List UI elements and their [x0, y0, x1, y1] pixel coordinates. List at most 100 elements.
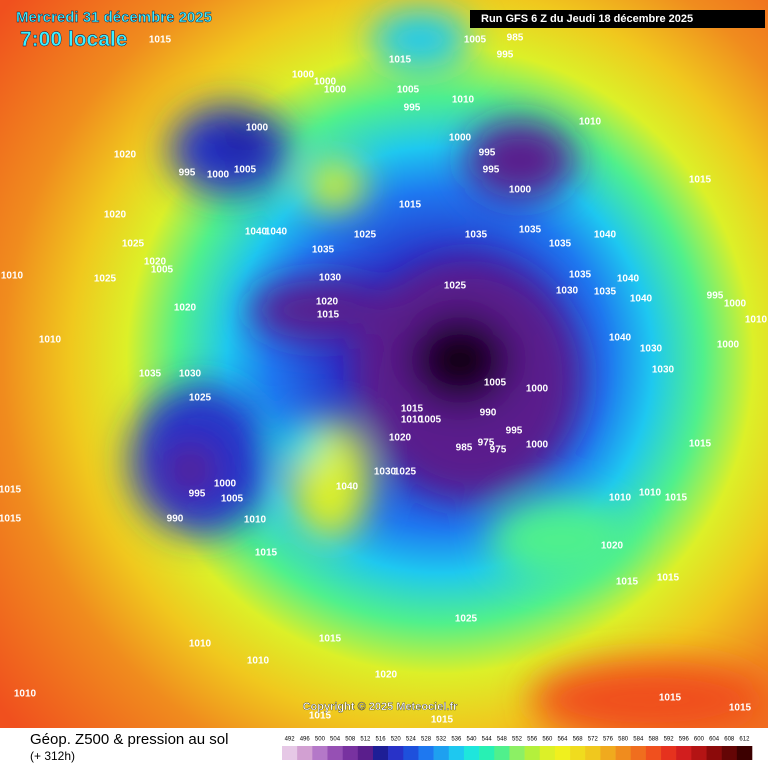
pressure-label: 985	[456, 443, 473, 454]
colorbar-swatch	[463, 746, 480, 760]
pressure-label: 1040	[336, 482, 359, 493]
colorbar-swatch	[342, 746, 359, 760]
pressure-label: 1020	[375, 670, 398, 681]
colorbar-label: 564	[557, 737, 568, 743]
pressure-label: 1010	[14, 689, 37, 700]
colorbar-swatch	[297, 746, 313, 760]
colorbar-swatch	[736, 746, 753, 760]
pressure-label: 1025	[122, 239, 145, 250]
pressure-label: 1010	[39, 335, 62, 346]
colorbar-label: 592	[664, 737, 675, 743]
colorbar-label: 552	[512, 737, 523, 743]
colorbar-swatch	[388, 746, 404, 760]
pressure-label: 1015	[0, 514, 22, 525]
pressure-label: 1010	[609, 493, 632, 504]
colorbar-swatch	[570, 746, 586, 760]
colorbar-swatch	[524, 746, 541, 760]
colorbar-swatch	[691, 746, 707, 760]
colorbar-swatch	[418, 746, 434, 760]
pressure-label: 1000	[207, 170, 230, 181]
pressure-label: 1000	[246, 123, 269, 134]
colorbar-label: 556	[527, 737, 538, 743]
pressure-label: 1000	[449, 133, 472, 144]
pressure-label: 1030	[319, 273, 342, 284]
forecast-time: 7:00 locale	[20, 28, 127, 51]
run-box	[470, 10, 765, 28]
pressure-label: 1040	[265, 227, 288, 238]
pressure-label: 1010	[401, 415, 424, 426]
pressure-label: 1025	[444, 281, 467, 292]
colorbar-swatch	[539, 746, 556, 760]
pressure-label: 1015	[689, 439, 712, 450]
pressure-label: 1040	[245, 227, 268, 238]
legend-subtitle: (+ 312h)	[30, 749, 75, 763]
pressure-label: 1015	[665, 493, 688, 504]
colorbar-label: 560	[542, 737, 553, 743]
pressure-label: 1010	[189, 639, 212, 650]
colorbar-label: 504	[330, 737, 341, 743]
colorbar-swatch	[585, 746, 601, 760]
colorbar-label: 588	[648, 737, 659, 743]
pressure-label: 1020	[104, 210, 127, 221]
pressure-label: 1005	[397, 85, 420, 96]
pressure-label: 1040	[617, 274, 640, 285]
pressure-label: 995	[189, 489, 206, 500]
pressure-label: 1005	[484, 378, 507, 389]
pressure-label: 1035	[465, 230, 488, 241]
pressure-label: 1025	[394, 467, 417, 478]
pressure-label: 1010	[1, 271, 24, 282]
colorbar-swatch	[509, 746, 525, 760]
pressure-label: 1010	[579, 117, 602, 128]
pressure-label: 1035	[569, 270, 592, 281]
pressure-label: 995	[497, 50, 514, 61]
pressure-label: 1005	[151, 265, 174, 276]
pressure-label: 1000	[509, 185, 532, 196]
pressure-label: 1030	[179, 369, 202, 380]
pressure-label: 1015	[0, 485, 22, 496]
pressure-label: 1020	[316, 297, 339, 308]
colorbar-swatch	[312, 746, 328, 760]
pressure-label: 975	[478, 438, 495, 449]
pressure-label: 1035	[519, 225, 542, 236]
pressure-label: 1010	[452, 95, 475, 106]
run-info: Run GFS 6 Z du Jeudi 18 décembre 2025	[481, 13, 693, 25]
colorbar-label: 520	[391, 737, 402, 743]
pressure-label: 1015	[149, 35, 172, 46]
pressure-label: 995	[483, 165, 500, 176]
pressure-label: 995	[479, 148, 496, 159]
pressure-label: 1000	[526, 384, 549, 395]
pressure-label: 1035	[549, 239, 572, 250]
pressure-label: 1020	[601, 541, 624, 552]
pressure-label: 1030	[640, 344, 663, 355]
colorbar-label: 612	[739, 737, 750, 743]
pressure-label: 1015	[319, 634, 342, 645]
pressure-label: 1035	[594, 287, 617, 298]
pressure-label: 1010	[244, 515, 267, 526]
pressure-label: 990	[480, 408, 497, 419]
copyright: Copyright © 2025 Meteociel.fr	[303, 701, 459, 713]
colorbar-label: 516	[376, 737, 387, 743]
pressure-label: 1005	[419, 415, 442, 426]
map-background	[0, 0, 768, 740]
colorbar-label: 596	[679, 737, 690, 743]
colorbar-swatch	[479, 746, 495, 760]
colorbar-swatch	[630, 746, 647, 760]
colorbar-label: 608	[724, 737, 735, 743]
colorbar-label: 496	[300, 737, 311, 743]
pressure-label: 1015	[689, 175, 712, 186]
pressure-label: 1005	[221, 494, 244, 505]
pressure-label: 1000	[324, 85, 347, 96]
legend-title: Géop. Z500 & pression au sol	[30, 731, 228, 748]
colorbar-label: 528	[421, 737, 432, 743]
colorbar-label: 536	[451, 737, 462, 743]
colorbar: 492 496 500 504 508 512 516 520 524 528 532 536 540 5…	[282, 737, 753, 760]
pressure-label: 1030	[374, 467, 397, 478]
pressure-label: 1015	[431, 715, 454, 726]
pressure-label: 1025	[354, 230, 377, 241]
pressure-label: 1015	[309, 711, 332, 722]
colorbar-label: 572	[588, 737, 599, 743]
pressure-label: 1000	[314, 77, 337, 88]
pressure-label: 1015	[317, 310, 340, 321]
